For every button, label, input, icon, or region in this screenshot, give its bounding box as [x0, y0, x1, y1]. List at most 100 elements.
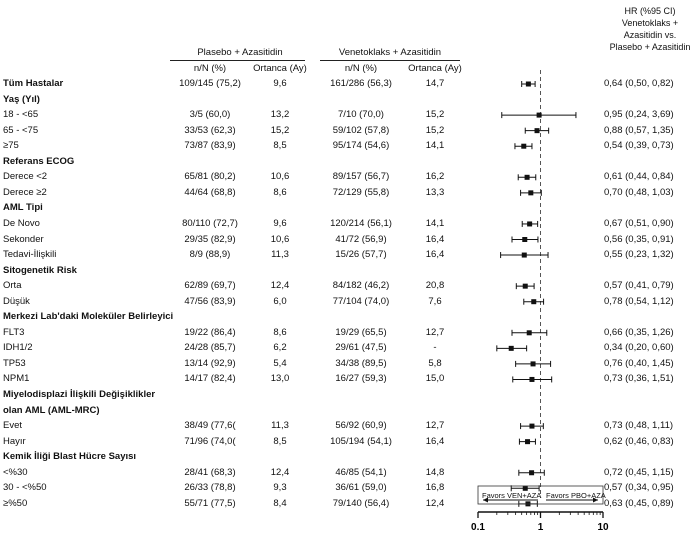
venetoclax-median-subheader: Ortanca (Ay)	[408, 63, 462, 74]
placebo-n-value: 24/28 (85,7)	[184, 342, 236, 354]
hr-point	[521, 143, 527, 149]
venetoclax-median-value: 7,6	[428, 295, 442, 307]
placebo-n-value: 14/17 (82,4)	[184, 373, 236, 385]
venetoclax-n-value: 84/182 (46,2)	[332, 280, 390, 292]
venetoclax-median-value: 5,8	[428, 357, 442, 369]
venetoclax-n-value: 79/140 (56,4)	[332, 497, 390, 509]
venetoclax-n-value: 15/26 (57,7)	[335, 249, 387, 261]
section-header: Yaş (Yıl)	[3, 93, 40, 105]
hr-ci-value: 0,66 (0,35, 1,26)	[604, 326, 674, 338]
placebo-median-value: 9,6	[273, 78, 287, 89]
venetoclax-n-value: 46/85 (54,1)	[335, 466, 387, 478]
favors-box	[477, 485, 604, 505]
placebo-median-value: 6,2	[273, 342, 287, 354]
favors-pbo-arrowhead	[593, 497, 598, 503]
subgroup-label: NPM1	[3, 373, 30, 385]
venetoclax-n-value: 7/10 (70,0)	[338, 109, 384, 121]
placebo-median-value: 10,6	[270, 233, 290, 245]
favors-pbo-label: Favors PBO+AZA	[546, 491, 606, 500]
venetoclax-n-value: 16/27 (59,3)	[335, 373, 387, 385]
venetoclax-n-value: 77/104 (74,0)	[332, 295, 390, 307]
placebo-median-value: 12,4	[270, 280, 290, 292]
subgroup-label: Düşük	[3, 295, 30, 307]
venetoclax-median-value: 16,8	[425, 482, 445, 494]
venetoclax-median-value: 12,7	[425, 326, 445, 338]
placebo-median-value: 9,6	[273, 217, 287, 229]
venetoclax-n-value: 72/129 (55,8)	[332, 186, 390, 198]
placebo-n-value: 62/89 (69,7)	[184, 280, 236, 292]
venetoclax-median-value: 20,8	[425, 280, 445, 292]
venetoclax-n-value: 95/174 (54,6)	[332, 140, 390, 152]
hr-point	[528, 190, 534, 196]
placebo-n-value: 80/110 (72,7)	[182, 217, 238, 229]
placebo-n-value: 65/81 (80,2)	[184, 171, 236, 183]
hr-point	[526, 330, 532, 336]
hr-point	[522, 283, 528, 289]
hr-point	[527, 221, 533, 227]
placebo-n-value: 8/9 (88,9)	[189, 249, 231, 261]
hr-ci-value: 0,67 (0,51, 0,90)	[604, 217, 674, 229]
hr-point	[529, 423, 535, 429]
venetoclax-n-value: 56/92 (60,9)	[335, 420, 387, 432]
hr-ci-value: 0,62 (0,46, 0,83)	[604, 435, 674, 447]
venetoclax-n-subheader: n/N (%)	[344, 63, 378, 74]
placebo-median-value: 8,5	[273, 140, 287, 152]
subgroup-label: Tüm Hastalar	[3, 78, 64, 89]
placebo-n-value: 19/22 (86,4)	[184, 326, 236, 338]
venetoclax-median-value: 14,1	[425, 140, 445, 152]
hr-ci-value: 0,57 (0,34, 0,95)	[604, 482, 674, 494]
placebo-n-value: 47/56 (83,9)	[184, 295, 236, 307]
subgroup-label: IDH1/2	[3, 342, 33, 354]
subgroup-label: ≥%50	[3, 497, 28, 509]
placebo-n-subheader: n/N (%)	[193, 63, 227, 74]
venetoclax-median-value: 14,8	[425, 466, 445, 478]
placebo-n-value: 28/41 (68,3)	[184, 466, 236, 478]
placebo-n-value: 38/49 (77,6(	[184, 420, 236, 432]
hr-point	[536, 112, 542, 118]
venetoclax-header-underline	[320, 60, 460, 61]
hr-ci-value: 0,54 (0,39, 0,73)	[604, 140, 674, 152]
hr-point	[525, 439, 531, 445]
hr-ci-value: 0,70 (0,48, 1,03)	[604, 186, 674, 198]
subgroup-label: 18 - <65	[3, 109, 39, 121]
venetoclax-median-value: 14,7	[425, 78, 445, 89]
hr-ci-value: 0,64 (0,50, 0,82)	[604, 78, 674, 89]
venetoclax-median-value: 15,0	[425, 373, 445, 385]
venetoclax-n-value: 41/72 (56,9)	[335, 233, 387, 245]
placebo-median-value: 10,6	[270, 171, 290, 183]
placebo-median-value: 8,5	[273, 435, 287, 447]
venetoclax-median-value: 13,3	[425, 186, 445, 198]
subgroup-label: <%30	[3, 466, 28, 478]
hr-ci-value: 0,73 (0,36, 1,51)	[604, 373, 674, 385]
subgroup-label: Derece ≥2	[3, 186, 47, 198]
placebo-n-value: 73/87 (83,9)	[184, 140, 236, 152]
placebo-median-value: 13,0	[270, 373, 290, 385]
placebo-n-value: 44/64 (68,8)	[184, 186, 236, 198]
placebo-median-subheader: Ortanca (Ay)	[253, 63, 307, 74]
section-header: Miyelodisplazi İlişkili Değişiklikler	[3, 389, 156, 400]
subgroup-label: ≥75	[3, 140, 19, 152]
placebo-n-value: 3/5 (60,0)	[189, 109, 231, 121]
placebo-n-value: 55/71 (77,5)	[184, 497, 236, 509]
placebo-n-value: 33/53 (62,3)	[184, 124, 236, 136]
venetoclax-median-value: 12,7	[425, 420, 445, 432]
placebo-median-value: 12,4	[270, 466, 290, 478]
hr-ci-value: 0,56 (0,35, 0,91)	[604, 233, 674, 245]
section-header: Kemik İliği Blast Hücre Sayısı	[3, 451, 137, 463]
placebo-median-value: 5,4	[273, 357, 287, 369]
hr-ci-value: 0,63 (0,45, 0,89)	[604, 497, 674, 509]
venetoclax-n-value: 120/214 (56,1)	[330, 217, 392, 229]
venetoclax-n-value: 89/157 (56,7)	[332, 171, 390, 183]
venetoclax-median-value: 14,1	[425, 217, 445, 229]
hr-point	[521, 252, 527, 258]
favors-ven-label: Favors VEN+AZA	[482, 491, 542, 500]
placebo-n-value: 26/33 (78,8)	[184, 482, 236, 494]
hr-point	[524, 174, 530, 180]
subgroup-label: 30 - <%50	[3, 482, 47, 494]
subgroup-label: 65 - <75	[3, 124, 39, 136]
placebo-median-value: 15,2	[270, 124, 290, 136]
subgroup-label: Evet	[3, 420, 23, 432]
hr-point	[522, 485, 528, 491]
subgroup-label: De Novo	[3, 217, 40, 229]
